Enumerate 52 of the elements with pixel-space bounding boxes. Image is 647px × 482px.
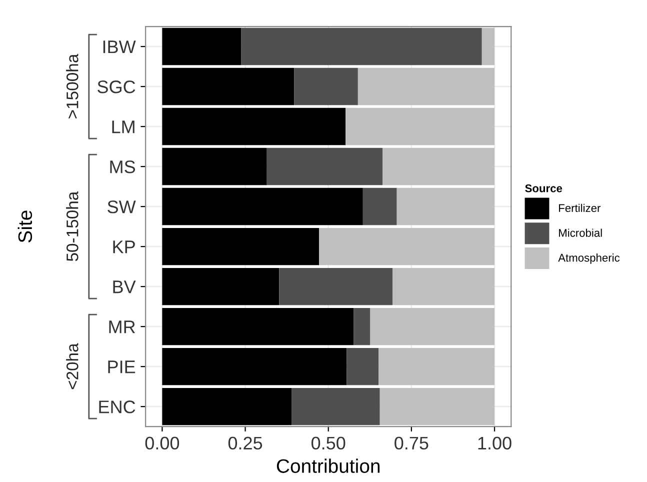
x-tick-label: 0.75 [394,436,428,450]
x-tick-label: 0.00 [145,436,180,450]
y-tick-label: KP [113,240,135,254]
bar [294,68,358,106]
legend-title: Source [525,184,562,192]
bar [382,148,495,186]
y-tick-label: BV [113,280,136,294]
bar [162,348,347,386]
legend-label: Atmospheric [558,254,620,264]
x-axis-title: Contribution [276,458,380,473]
bar [392,268,495,306]
bar [346,108,495,146]
bar [319,228,495,266]
bar [162,308,354,346]
bar [346,348,379,386]
y-tick-label: PIE [108,360,136,374]
x-tick-label: 0.25 [228,436,262,450]
y-tick-label: IBW [103,40,136,54]
y-tick-label: ENC [99,400,136,414]
legend-label: Fertilizer [559,204,601,212]
bar [162,108,346,146]
text: >1500ha [66,54,78,118]
bar [292,388,380,426]
bar [378,348,495,386]
y-tick-label: LM [112,120,134,134]
bar [380,388,495,426]
bar [162,188,363,226]
bar [370,308,495,346]
bar [354,308,370,346]
bar [362,188,397,226]
y-tick-label: SGC [98,80,136,94]
y-tick-label: SW [108,200,136,214]
bar [358,68,495,106]
bar [162,148,267,186]
bar [241,28,482,66]
x-tick-label: 0.50 [311,436,346,450]
x-tick-label: 1.00 [478,436,512,450]
bar [279,268,392,306]
bar [162,388,292,426]
bar [396,188,495,226]
bar [162,228,320,266]
bar [266,148,383,186]
bar [482,28,495,66]
y-axis-title: Site [18,210,32,242]
text: 50-150ha [66,191,78,262]
text: <20ha [66,343,78,390]
bar [162,68,294,106]
bar [162,28,242,66]
y-tick-label: MS [110,160,136,174]
legend-label: Microbial [559,228,602,237]
y-tick-label: MR [109,320,136,334]
bar [162,268,280,306]
